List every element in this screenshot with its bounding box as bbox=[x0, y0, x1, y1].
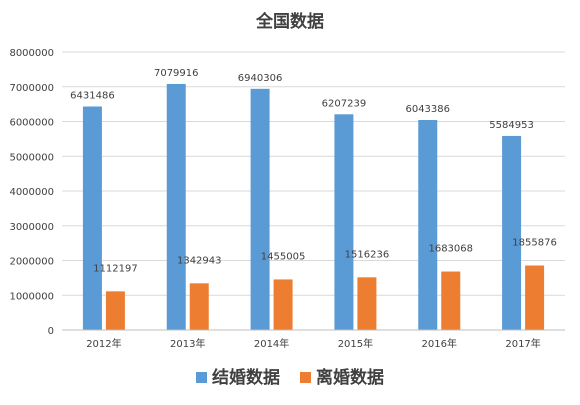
legend-label: 结婚数据 bbox=[212, 367, 280, 388]
data-label: 6431486 bbox=[70, 91, 115, 102]
y-tick-label: 6000000 bbox=[9, 118, 54, 129]
y-tick-label: 5000000 bbox=[9, 152, 54, 163]
bar-marriage bbox=[250, 88, 270, 330]
bar-divorce bbox=[189, 283, 209, 330]
bar-divorce bbox=[105, 291, 125, 330]
legend: 结婚数据 离婚数据 bbox=[196, 367, 384, 388]
data-label: 5584953 bbox=[489, 120, 534, 131]
y-tick-label: 2000000 bbox=[9, 257, 54, 268]
bar-divorce bbox=[525, 265, 545, 330]
bars: 6431486 7079916 6940306 6207239 6043386 55849… bbox=[70, 68, 557, 330]
y-tick-label: 8000000 bbox=[9, 48, 54, 59]
data-label: 6207239 bbox=[322, 98, 367, 109]
bar-divorce bbox=[273, 279, 293, 330]
bar-divorce bbox=[357, 277, 377, 330]
bar-marriage bbox=[166, 83, 186, 330]
legend-swatch bbox=[196, 372, 207, 383]
y-tick-label: 3000000 bbox=[9, 222, 54, 233]
x-tick-label: 2012年 bbox=[86, 337, 121, 350]
x-tick-label: 2015年 bbox=[338, 337, 373, 350]
bar-marriage bbox=[502, 135, 522, 330]
bar-marriage bbox=[334, 114, 354, 330]
x-axis: 2012年 2013年 2014年 2015年 2016年 2017年 bbox=[62, 329, 565, 350]
data-label: 1455005 bbox=[261, 251, 306, 262]
data-label: 6043386 bbox=[405, 104, 450, 115]
x-tick-label: 2013年 bbox=[170, 337, 205, 350]
legend-label: 离婚数据 bbox=[316, 367, 384, 388]
y-tick-label: 1000000 bbox=[9, 291, 54, 302]
y-tick-label: 4000000 bbox=[9, 187, 54, 198]
data-label: 1855876 bbox=[512, 238, 557, 249]
y-axis: 0 1000000 2000000 3000000 4000000 5000000 6000… bbox=[9, 48, 54, 337]
y-tick-label: 0 bbox=[48, 326, 54, 337]
x-tick-label: 2014年 bbox=[254, 337, 289, 350]
chart-title: 全国数据 bbox=[255, 11, 324, 32]
data-label: 6940306 bbox=[238, 73, 283, 84]
bar-marriage bbox=[82, 106, 102, 330]
x-tick-label: 2017年 bbox=[505, 337, 540, 350]
data-label: 7079916 bbox=[154, 68, 199, 79]
data-label: 1516236 bbox=[345, 249, 390, 260]
data-label: 1683068 bbox=[428, 244, 473, 255]
gridlines bbox=[62, 51, 565, 331]
bar-marriage bbox=[418, 119, 438, 330]
data-label: 1342943 bbox=[177, 255, 222, 266]
data-label: 1112197 bbox=[93, 263, 138, 274]
y-tick-label: 7000000 bbox=[9, 83, 54, 94]
legend-swatch bbox=[300, 372, 311, 383]
x-tick-label: 2016年 bbox=[422, 337, 457, 350]
bar-divorce bbox=[441, 271, 461, 330]
